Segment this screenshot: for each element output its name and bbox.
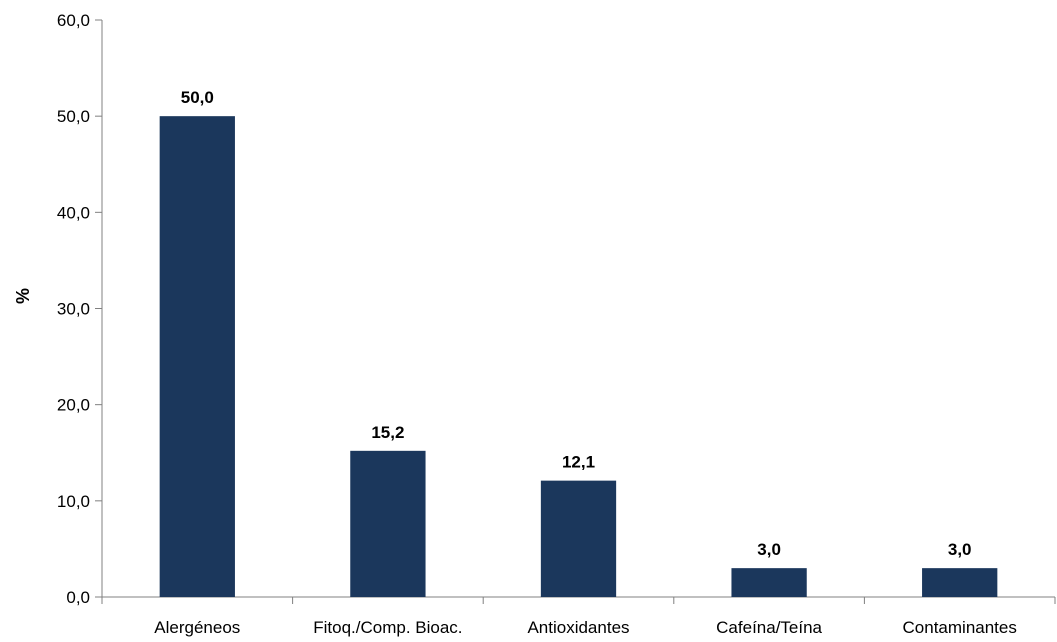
bars xyxy=(159,116,998,598)
data-label: 3,0 xyxy=(757,540,781,559)
bar xyxy=(350,450,426,597)
data-label: 12,1 xyxy=(562,453,595,472)
labels: 50,0 Alergéneos 15,2 Fitoq./Comp. Bioac. 12,… xyxy=(154,88,1017,637)
category-label: Cafeína/Teína xyxy=(716,618,822,637)
bar xyxy=(540,480,617,597)
y-tick-label: 20,0 xyxy=(57,396,90,415)
category-label: Contaminantes xyxy=(903,618,1017,637)
y-tick-label: 10,0 xyxy=(57,492,90,511)
category-label: Fitoq./Comp. Bioac. xyxy=(313,618,462,637)
bar xyxy=(731,568,807,597)
bar xyxy=(922,568,998,597)
y-axis-title: % xyxy=(13,288,33,304)
y-tick-label: 50,0 xyxy=(57,107,90,126)
category-label: Antioxidantes xyxy=(527,618,629,637)
data-label: 3,0 xyxy=(948,540,972,559)
data-label: 15,2 xyxy=(371,423,404,442)
bar xyxy=(159,116,235,598)
data-label: 50,0 xyxy=(181,88,214,107)
y-tick-label: 40,0 xyxy=(57,203,90,222)
y-tick-label: 60,0 xyxy=(57,11,90,30)
y-tick-label: 0,0 xyxy=(66,588,90,607)
axes: 0,0 10,0 20,0 30,0 40,0 50,0 60,0 xyxy=(57,11,1056,607)
y-tick-label: 30,0 xyxy=(57,300,90,319)
category-label: Alergéneos xyxy=(154,618,240,637)
